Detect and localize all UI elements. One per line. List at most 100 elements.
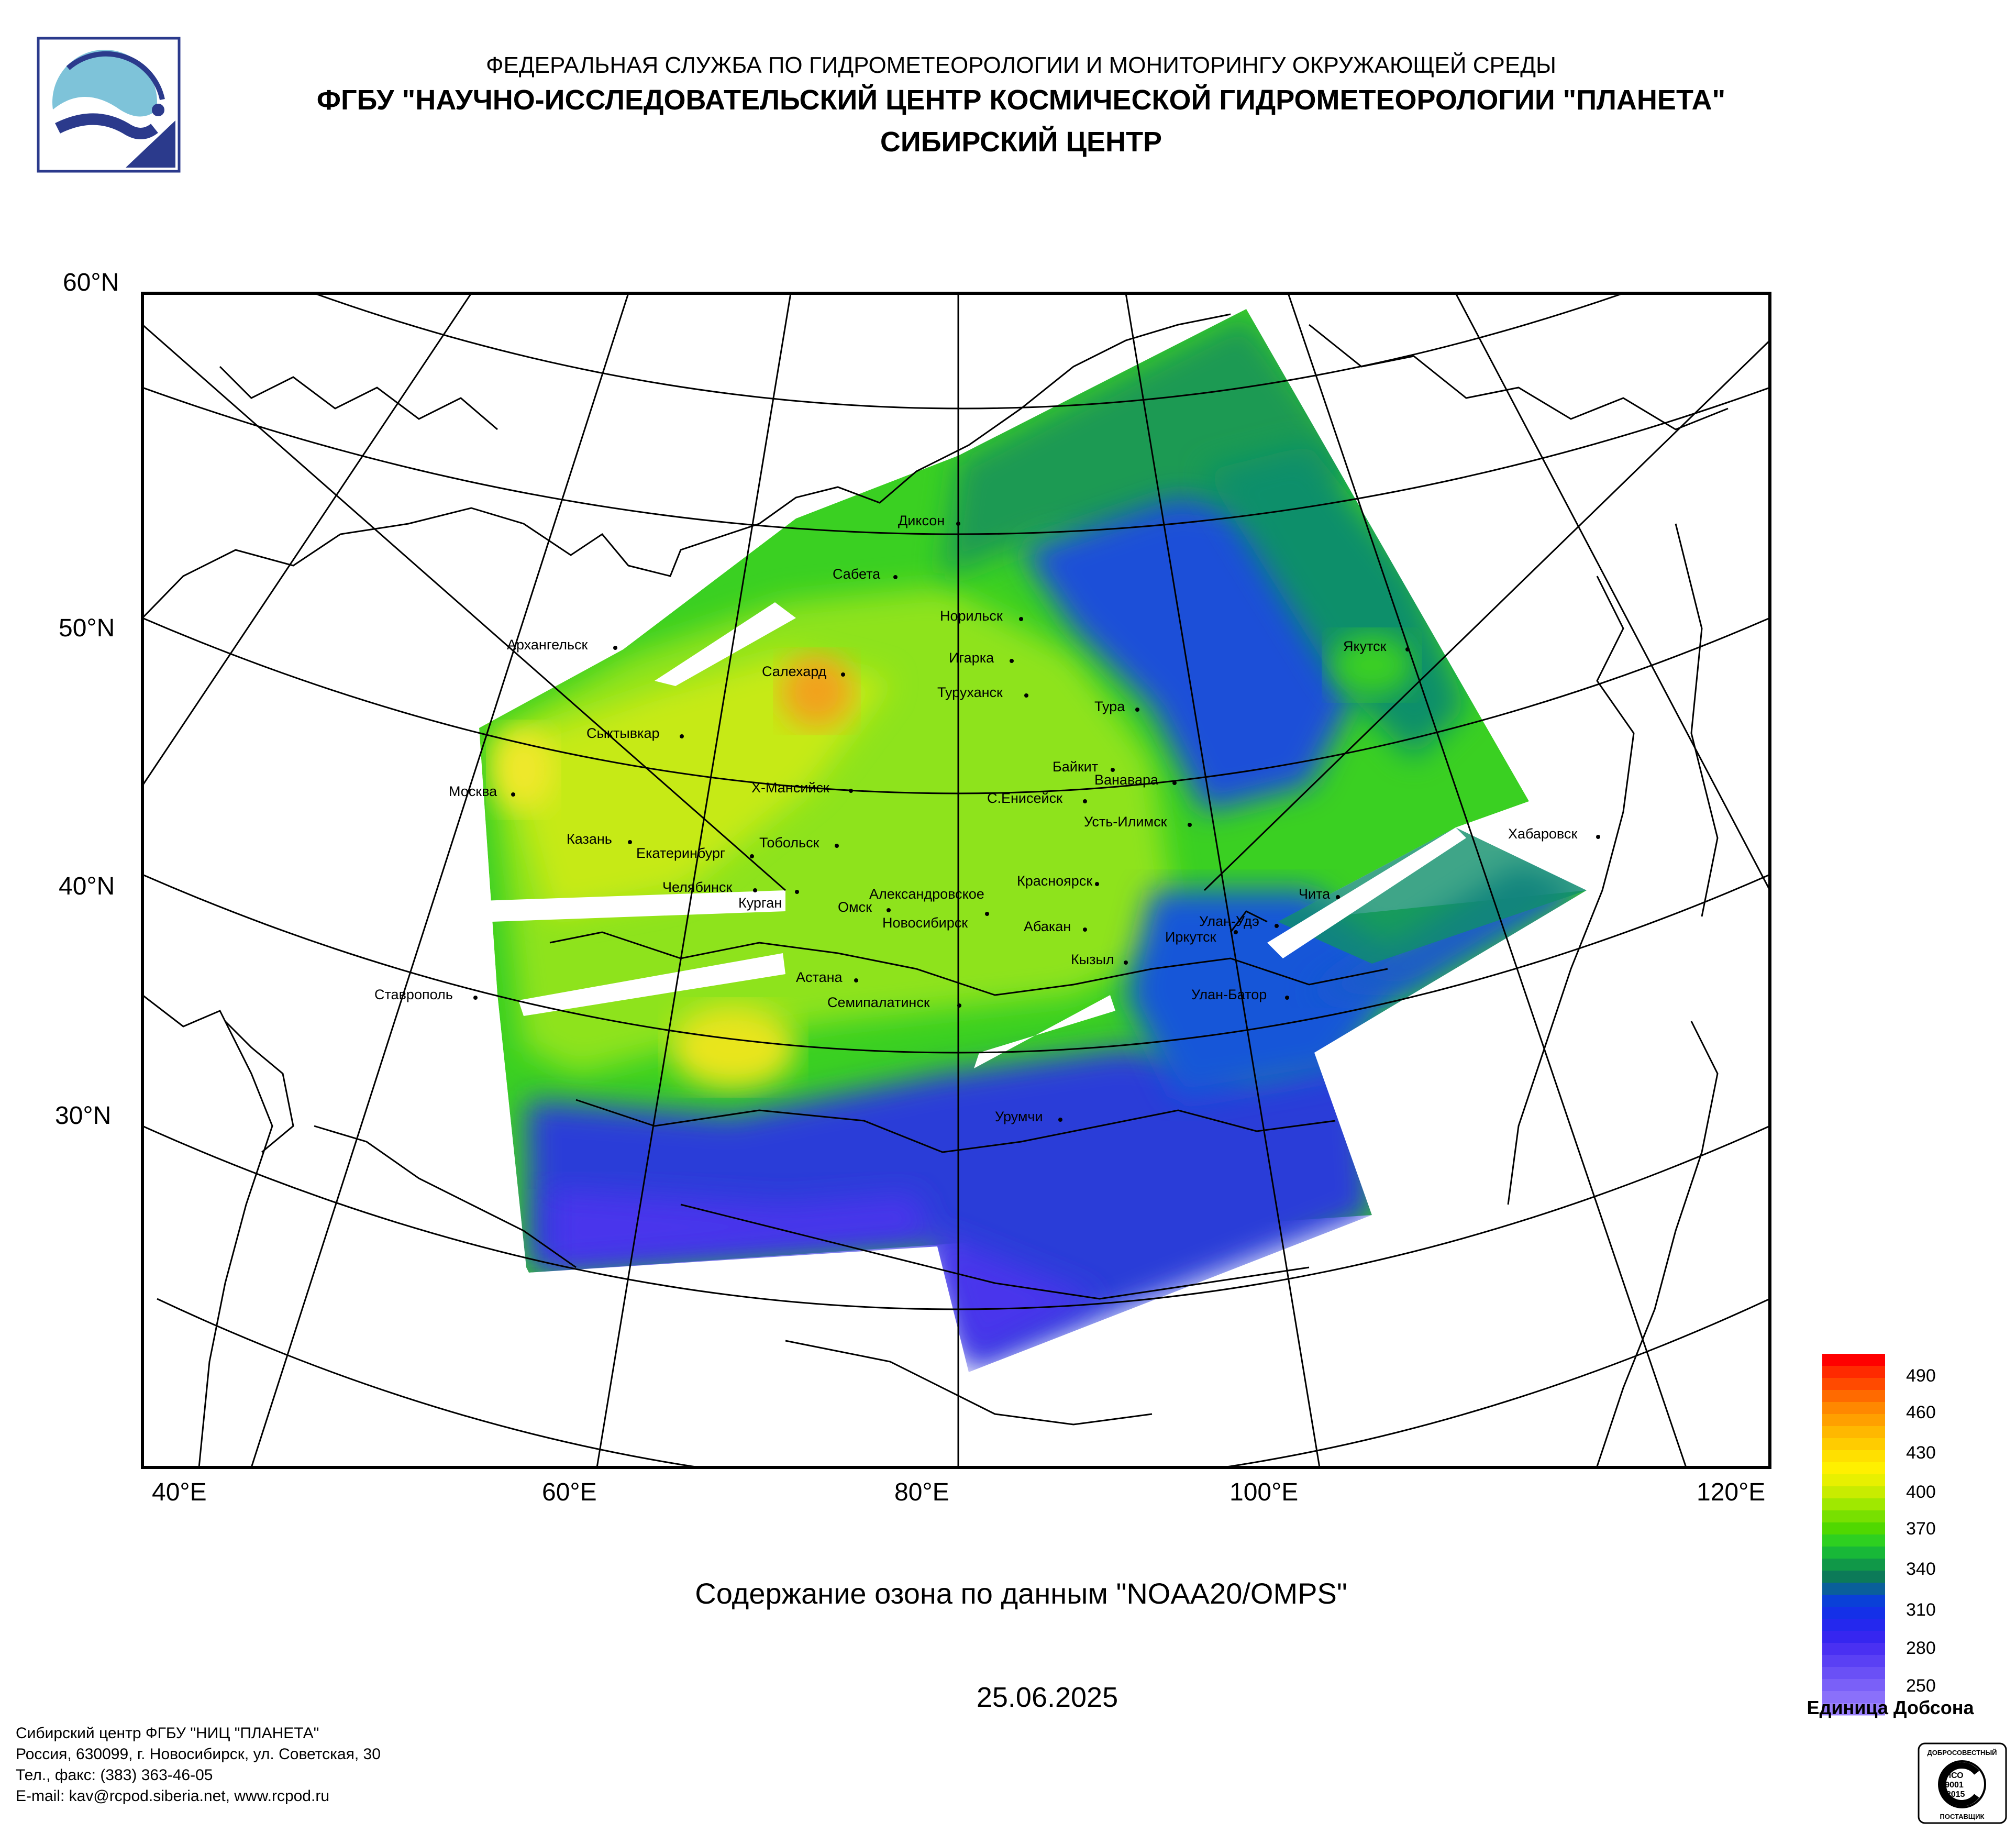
colorbar-cell [1822, 1583, 1885, 1595]
colorbar-label-460: 460 [1906, 1403, 1936, 1422]
lon-label-120: 120°E [1697, 1478, 1766, 1506]
ozone-swath [142, 293, 1770, 1467]
contact-org: Сибирский центр ФГБУ "НИЦ "ПЛАНЕТА" [16, 1725, 319, 1742]
colorbar-cell [1822, 1643, 1885, 1655]
city-arkhangelsk: Архангельск [507, 637, 588, 653]
colorbar-cell [1822, 1679, 1885, 1692]
colorbar-cell [1822, 1354, 1885, 1366]
colorbar-cell [1822, 1366, 1885, 1378]
iso-badge-l3: -2015 [1944, 1790, 1965, 1799]
city-tura: Тура [1094, 699, 1125, 714]
city-abakan: Абакан [1024, 919, 1071, 934]
colorbar-cell [1822, 1462, 1885, 1475]
header-center: СИБИРСКИЙ ЦЕНТР [880, 126, 1162, 158]
map-frame [141, 292, 1771, 1469]
city-sabeta: Сабета [833, 566, 881, 582]
colorbar-cell [1822, 1486, 1885, 1499]
lon-label-80: 80°E [894, 1478, 949, 1506]
header-agency: ФЕДЕРАЛЬНАЯ СЛУЖБА ПО ГИДРОМЕТЕОРОЛОГИИ … [486, 52, 1556, 78]
city-syktyvkar: Сыктывкар [586, 725, 660, 741]
colorbar-label-370: 370 [1906, 1519, 1936, 1539]
city-astana: Астана [796, 969, 843, 985]
iso-badge-top: ДОБРОСОВЕСТНЫЙ [1927, 1749, 1997, 1757]
lat-label-40: 40°N [59, 873, 115, 900]
colorbar-cell [1822, 1667, 1885, 1680]
city-kyzyl: Кызыл [1071, 952, 1114, 967]
city-urumqi: Урумчи [995, 1109, 1043, 1124]
coastlines [142, 313, 1729, 1467]
lat-label-50: 50°N [59, 614, 115, 642]
colorbar-label-250: 250 [1906, 1676, 1936, 1696]
contact-address: Россия, 630099, г. Новосибирск, ул. Сове… [16, 1746, 381, 1763]
city-ulaanbaatar: Улан-Батор [1191, 987, 1267, 1002]
city-aleksandrovskoye: Александровское [869, 886, 984, 902]
colorbar-cell [1822, 1522, 1885, 1535]
lon-label-40: 40°E [152, 1478, 207, 1506]
colorbar-label-280: 280 [1906, 1638, 1936, 1658]
colorbar-cell [1822, 1438, 1885, 1451]
colorbar-cell [1822, 1414, 1885, 1427]
colorbar-cell [1822, 1510, 1885, 1523]
city-chelyabinsk: Челябинск [662, 879, 732, 895]
contact-email: E-mail: kav@rcpod.siberia.net, www.rcpod… [16, 1787, 330, 1805]
colorbar-label-490: 490 [1906, 1366, 1936, 1386]
iso-badge-bottom: ПОСТАВЩИК [1940, 1813, 1985, 1820]
city-igarka: Игарка [949, 650, 994, 666]
city-khabarovsk: Хабаровск [1508, 826, 1577, 842]
colorbar-label-430: 430 [1906, 1443, 1936, 1463]
city-moscow: Москва [449, 783, 497, 799]
city-kazan: Казань [567, 831, 612, 847]
colorbar-cell [1822, 1631, 1885, 1643]
colorbar-cell [1822, 1402, 1885, 1415]
lon-label-60: 60°E [542, 1478, 597, 1506]
city-turukhansk: Туруханск [937, 684, 1003, 700]
city-novosibirsk: Новосибирск [882, 915, 968, 931]
colorbar-cell [1822, 1607, 1885, 1619]
header-institute: ФГБУ "НАУЧНО-ИССЛЕДОВАТЕЛЬСКИЙ ЦЕНТР КОС… [316, 84, 1726, 116]
city-irkutsk: Иркутск [1165, 929, 1216, 945]
iso-badge-l2: 9001 [1945, 1781, 1964, 1790]
colorbar-cell [1822, 1534, 1885, 1547]
city-tobolsk: Тобольск [759, 835, 819, 851]
city-semipalatinsk: Семипалатинск [827, 995, 930, 1010]
colorbar-cell [1822, 1547, 1885, 1559]
colorbar-cell [1822, 1655, 1885, 1668]
iso-9001-badge: ДОБРОСОВЕСТНЫЙ ИСО 9001 -2015 ПОСТАВЩИК [1918, 1742, 2007, 1824]
colorbar-cell [1822, 1691, 1885, 1704]
lat-label-60: 60°N [63, 269, 119, 296]
colorbar-label-310: 310 [1906, 1600, 1936, 1620]
city-s-yeniseysk: С.Енисейск [987, 790, 1062, 806]
contact-phone: Тел., факс: (383) 363-46-05 [16, 1766, 213, 1784]
colorbar-unit: Единица Добсона [1807, 1697, 1974, 1718]
city-baykit: Байкит [1053, 759, 1098, 775]
map-title: Содержание озона по данным "NOAA20/OMPS" [695, 1577, 1347, 1610]
graticule [142, 293, 1770, 1467]
city-labels: Диксон Сабета Норильск Игарка Салехард Т… [374, 513, 1577, 1124]
colorbar-cell [1822, 1571, 1885, 1583]
city-markers [473, 522, 1600, 1122]
city-yakutsk: Якутск [1343, 638, 1387, 654]
lon-label-100: 100°E [1229, 1478, 1299, 1506]
ozone-colorbar [1822, 1354, 1885, 1716]
colorbar-cell [1822, 1474, 1885, 1487]
city-dikson: Диксон [898, 513, 945, 528]
colorbar-cell [1822, 1390, 1885, 1403]
colorbar-cell [1822, 1498, 1885, 1511]
city-norilsk: Норильск [940, 608, 1003, 624]
lat-label-30: 30°N [55, 1102, 112, 1130]
contact-block: Сибирский центр ФГБУ "НИЦ "ПЛАНЕТА" Росс… [16, 1723, 381, 1807]
city-ust-ilimsk: Усть-Илимск [1084, 814, 1167, 830]
colorbar-cell [1822, 1703, 1885, 1716]
city-omsk: Омск [838, 899, 872, 915]
colorbar-cell [1822, 1595, 1885, 1607]
city-krasnoyarsk: Красноярск [1017, 873, 1092, 889]
city-salekhard: Салехард [762, 664, 827, 679]
colorbar-cell [1822, 1426, 1885, 1439]
city-kurgan: Курган [738, 895, 782, 911]
colorbar-label-400: 400 [1906, 1482, 1936, 1502]
city-khanty-mansiysk: Х-Мансийск [751, 780, 829, 796]
city-ulan-ude: Улан-Удэ [1199, 913, 1259, 929]
planeta-logo [37, 37, 181, 173]
colorbar-cell [1822, 1378, 1885, 1390]
colorbar-cell [1822, 1559, 1885, 1571]
